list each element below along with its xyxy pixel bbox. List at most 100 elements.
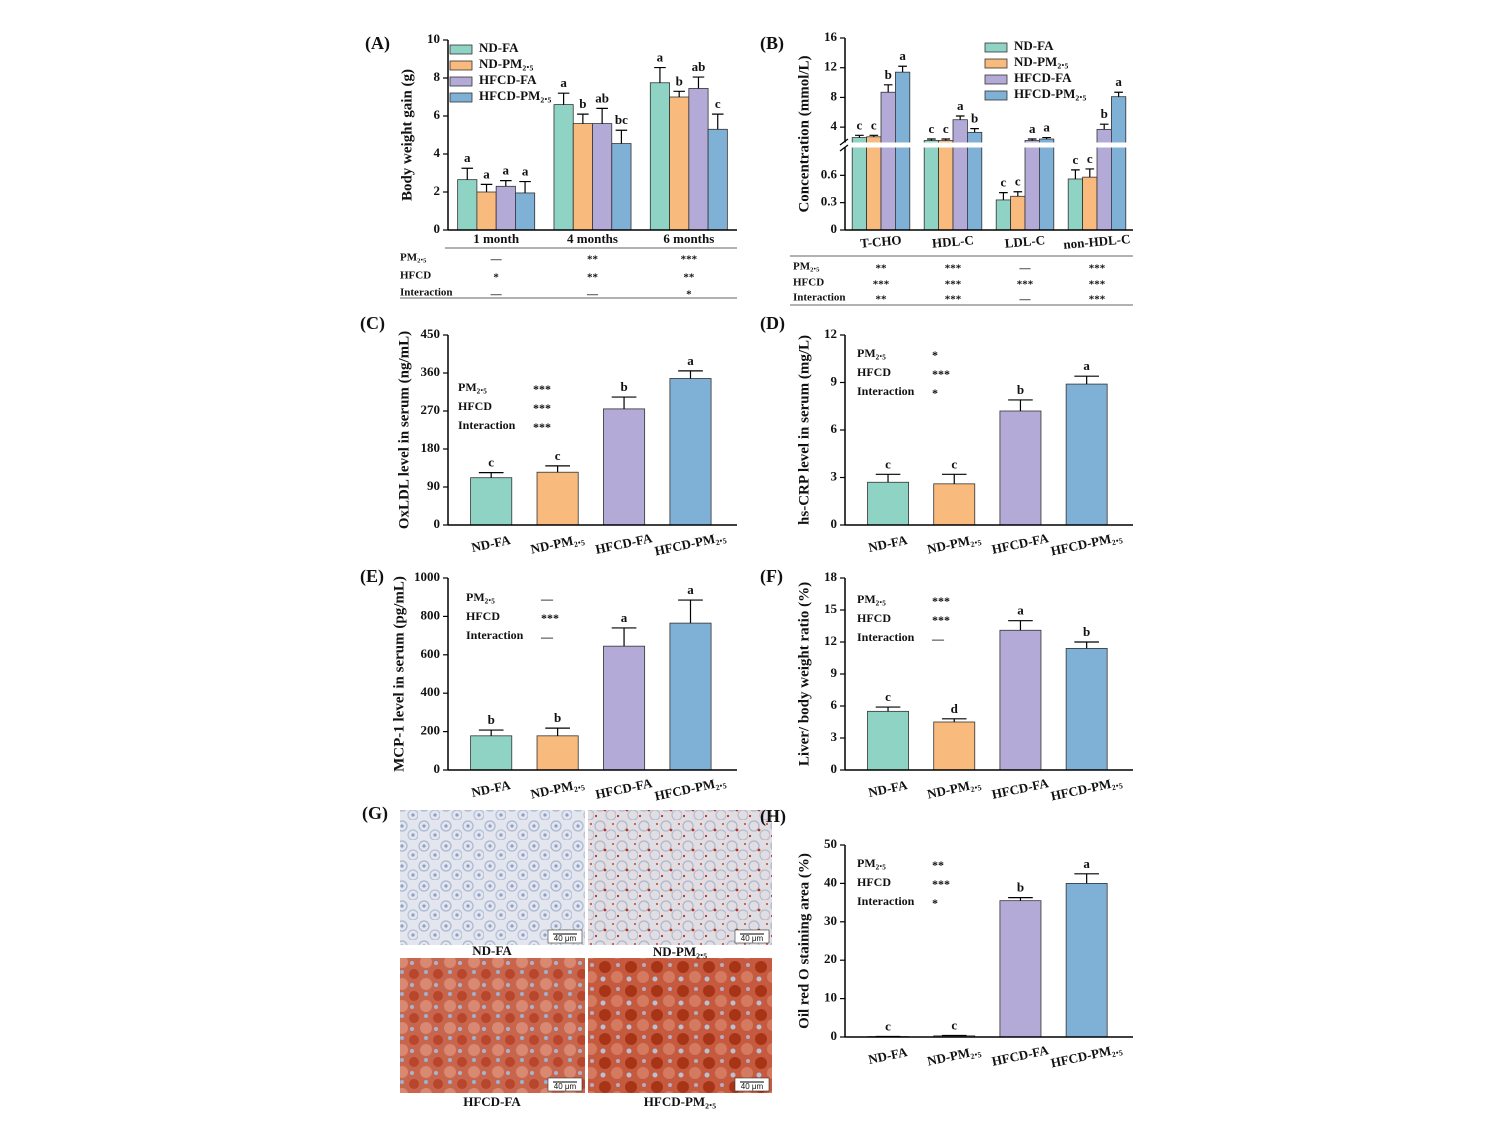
stats-factor: HFCD xyxy=(793,277,824,289)
bar xyxy=(880,91,896,231)
y-tick-label: 360 xyxy=(421,364,441,379)
y-tick-label: 12 xyxy=(824,633,837,648)
stats-value: ** xyxy=(876,263,888,275)
y-tick-label: 180 xyxy=(421,440,441,455)
y-tick-label: 8 xyxy=(831,88,838,103)
y-tick-label: 90 xyxy=(427,478,440,493)
bar xyxy=(933,721,976,771)
y-tick-label: 800 xyxy=(421,607,441,622)
bar xyxy=(1065,383,1108,526)
stats-value: *** xyxy=(945,294,962,306)
stats-value: *** xyxy=(1089,279,1106,291)
y-tick-label: 0 xyxy=(434,516,441,531)
error-bar xyxy=(1085,168,1095,178)
bar xyxy=(536,471,579,526)
stats-value: *** xyxy=(932,594,950,608)
bar xyxy=(536,735,579,771)
caption: HFCD-FA xyxy=(463,1094,521,1109)
y-tick-label: 400 xyxy=(421,684,441,699)
y-tick-label: 450 xyxy=(421,326,441,341)
significance-letter: a xyxy=(1083,358,1090,373)
y-axis-label: OxLDL level in serum (ng/mL) xyxy=(396,331,412,529)
stats-factor: HFCD xyxy=(400,270,431,282)
y-tick-label: 40 xyxy=(824,874,837,889)
significance-letter: a xyxy=(687,353,694,368)
scale-box xyxy=(734,929,770,944)
stats-factor: PM₂.₅ xyxy=(857,856,886,870)
scale-box xyxy=(547,929,583,944)
x-tick-label: ND-FA xyxy=(867,532,909,555)
error-bar xyxy=(654,66,666,83)
y-tick-label: 1000 xyxy=(414,569,440,584)
stats-value: *** xyxy=(533,401,551,415)
significance-letter: c xyxy=(885,689,891,704)
y-tick-label: 9 xyxy=(831,665,838,680)
stats-value: — xyxy=(931,632,945,646)
error-bar xyxy=(1074,641,1099,649)
legend-label: ND-PM₂.₅ xyxy=(1014,54,1068,69)
bar xyxy=(1065,648,1108,771)
stats-factor: HFCD xyxy=(857,365,891,379)
stats-value: * xyxy=(686,289,692,301)
error-bar xyxy=(1013,191,1023,197)
y-tick-label: 15 xyxy=(824,601,838,616)
x-tick-label: HFCD-FA xyxy=(990,775,1050,802)
bar xyxy=(1082,176,1098,231)
bar xyxy=(553,104,574,231)
y-tick-label: 0 xyxy=(434,221,441,236)
error-bar xyxy=(500,180,512,187)
stats-factor: Interaction xyxy=(857,894,915,908)
stats-factor: HFCD xyxy=(857,611,891,625)
bar xyxy=(923,140,940,231)
y-tick-label: 16 xyxy=(824,29,838,44)
error-bar xyxy=(970,128,979,133)
stats-value: *** xyxy=(873,279,890,291)
y-tick-label: 8 xyxy=(434,69,441,84)
bar xyxy=(1010,195,1026,231)
stats-factor: HFCD xyxy=(857,875,891,889)
bar xyxy=(669,622,712,771)
x-tick-label: HFCD-PM₂.₅ xyxy=(1049,774,1123,804)
x-tick-label: ND-FA xyxy=(867,777,909,800)
y-tick-label: 0 xyxy=(831,516,838,531)
x-tick-label: 1 month xyxy=(473,231,520,246)
bar xyxy=(995,199,1012,231)
bar xyxy=(1024,140,1040,231)
significance-letter: b xyxy=(885,67,892,82)
stats-value: *** xyxy=(945,263,962,275)
stats-value: *** xyxy=(1089,263,1106,275)
error-bar xyxy=(875,473,901,483)
x-tick-label: HFCD-FA xyxy=(594,530,654,557)
panel-label: (A) xyxy=(365,33,390,54)
error-bar xyxy=(478,472,504,478)
y-tick-label: 30 xyxy=(824,913,837,928)
significance-letter: c xyxy=(488,455,494,470)
y-tick-label: 6 xyxy=(434,107,441,122)
significance-letter: a xyxy=(657,50,664,65)
bar xyxy=(867,481,909,526)
stats-value: *** xyxy=(932,877,950,891)
significance-letter: ab xyxy=(692,59,706,74)
y-tick-label: 12 xyxy=(824,326,837,341)
legend-label: HFCD-FA xyxy=(479,72,537,87)
y-tick-label: 600 xyxy=(421,646,441,661)
y-tick-label: 200 xyxy=(421,723,441,738)
significance-letter: a xyxy=(464,150,471,165)
error-bar xyxy=(711,113,724,130)
stats-factor: Interaction xyxy=(400,287,453,299)
error-bar xyxy=(941,718,967,722)
caption: ND-FA xyxy=(472,943,512,958)
stats-value: — xyxy=(586,289,599,301)
scale-bars: 40 μm 40 μm 40 μm 40 μm xyxy=(547,929,770,1092)
stats-factor: PM₂.₅ xyxy=(857,346,886,360)
stats-value: *** xyxy=(533,420,551,434)
significance-letter: b xyxy=(1083,624,1090,639)
significance-letter: c xyxy=(555,448,561,463)
x-tick-label: HFCD-FA xyxy=(990,530,1050,557)
legend-swatch xyxy=(449,60,473,71)
error-bar xyxy=(678,370,703,379)
bar xyxy=(1111,96,1127,231)
stats-factor: HFCD xyxy=(458,399,492,413)
significance-letter: b xyxy=(488,712,495,727)
x-tick-label: ND-FA xyxy=(470,777,512,800)
